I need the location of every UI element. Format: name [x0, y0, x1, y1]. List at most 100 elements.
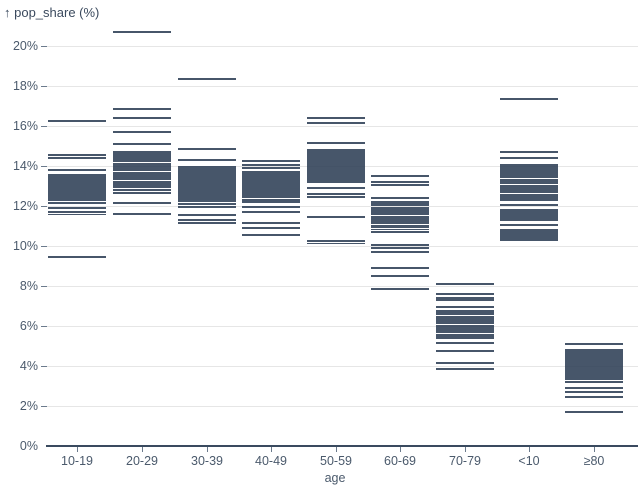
tick-mark [113, 117, 171, 119]
tick-mark [178, 183, 236, 186]
tick-mark [113, 108, 171, 110]
tick-mark [565, 349, 623, 351]
tick-mark [500, 224, 558, 226]
tick-mark [113, 168, 171, 170]
tick-mark [48, 199, 106, 202]
tick-mark [242, 188, 300, 191]
tick-mark [565, 370, 623, 372]
tick-mark [242, 206, 300, 208]
tick-mark [113, 143, 171, 145]
tick-mark [436, 312, 494, 314]
tick-mark [113, 151, 171, 153]
tick-mark [307, 159, 365, 161]
tick-mark [113, 186, 171, 188]
tick-mark [500, 184, 558, 187]
tick-mark [500, 211, 558, 213]
tick-mark [113, 159, 171, 161]
tick-mark [48, 169, 106, 171]
y-tick-label: 2% [19, 399, 38, 413]
tick-mark [242, 185, 300, 188]
tick-mark [178, 169, 236, 171]
tick-mark [565, 358, 623, 361]
tick-mark [565, 373, 623, 375]
tick-mark [371, 206, 429, 209]
tick-mark [307, 196, 365, 198]
tick-mark [48, 190, 106, 192]
tick-mark [307, 240, 365, 242]
tick-mark [48, 211, 106, 213]
tick-mark [178, 203, 236, 205]
y-tick-dash [41, 46, 47, 47]
tick-mark [113, 175, 171, 177]
tick-mark [48, 187, 106, 189]
tick-mark [436, 317, 494, 319]
grid-line [46, 366, 638, 367]
grid-line [46, 286, 638, 287]
tick-mark [565, 376, 623, 378]
x-tick-label: 10-19 [61, 454, 93, 468]
tick-mark [565, 355, 623, 358]
tick-mark [500, 195, 558, 197]
tick-mark [48, 174, 106, 176]
x-tick-label: 30-39 [191, 454, 223, 468]
tick-mark [242, 184, 300, 186]
tick-mark [500, 193, 558, 196]
x-tick-label: 70-79 [449, 454, 481, 468]
tick-mark [48, 188, 106, 191]
tick-mark [500, 191, 558, 194]
tick-mark [565, 352, 623, 354]
x-tick-dash [335, 447, 337, 452]
grid-line [46, 206, 638, 207]
tick-mark [242, 177, 300, 180]
tick-mark [436, 342, 494, 344]
tick-mark [178, 219, 236, 221]
tick-mark [307, 181, 365, 183]
tick-mark [178, 167, 236, 170]
tick-mark [307, 167, 365, 169]
y-tick-dash [41, 206, 47, 207]
y-tick-dash [41, 246, 47, 247]
tick-mark [371, 219, 429, 221]
tick-mark [178, 196, 236, 199]
tick-mark [500, 182, 558, 185]
tick-mark [242, 176, 300, 178]
tick-mark [113, 180, 171, 183]
tick-mark [436, 362, 494, 364]
tick-mark [242, 180, 300, 183]
tick-mark [242, 192, 300, 194]
tick-mark [436, 306, 494, 308]
tick-mark [307, 179, 365, 181]
tick-mark [436, 293, 494, 295]
tick-mark [242, 201, 300, 203]
tick-mark [178, 159, 236, 161]
x-axis-line [46, 445, 638, 447]
y-tick-dash [41, 166, 47, 167]
y-tick-label: 10% [12, 239, 38, 253]
tick-mark [500, 98, 558, 100]
tick-mark [307, 171, 365, 173]
tick-mark [178, 191, 236, 194]
tick-mark [500, 237, 558, 239]
tick-mark [371, 275, 429, 277]
tick-mark [436, 315, 494, 318]
tick-mark [307, 169, 365, 171]
tick-mark [565, 374, 623, 377]
tick-mark [307, 122, 365, 124]
tick-mark [178, 198, 236, 200]
tick-mark [113, 166, 171, 168]
tick-mark [371, 231, 429, 233]
grid-line [46, 326, 638, 327]
tick-mark [178, 188, 236, 191]
tick-mark [242, 167, 300, 169]
tick-mark [178, 148, 236, 150]
y-tick-label: 14% [12, 159, 38, 173]
y-tick-dash [41, 86, 47, 87]
tick-mark [113, 160, 171, 163]
tick-mark [242, 171, 300, 173]
tick-mark [307, 193, 365, 195]
tick-mark [371, 210, 429, 212]
tick-mark [436, 330, 494, 332]
tick-mark [307, 165, 365, 167]
x-tick-dash [464, 447, 466, 452]
tick-mark [113, 202, 171, 204]
